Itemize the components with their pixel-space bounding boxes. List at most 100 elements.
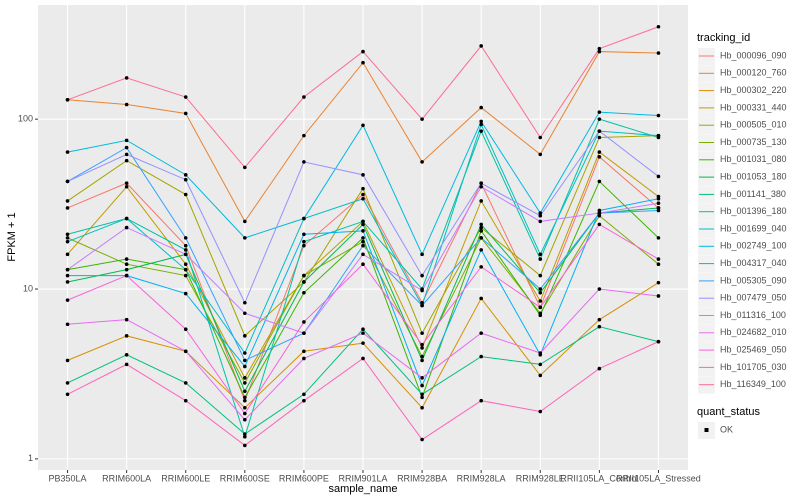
- point: [361, 219, 365, 224]
- point: [656, 257, 661, 261]
- legend-shape: [704, 428, 709, 432]
- point: [538, 211, 543, 215]
- point: [243, 364, 247, 369]
- point: [597, 208, 602, 213]
- point: [243, 351, 247, 355]
- point: [656, 262, 661, 266]
- point: [479, 119, 483, 124]
- point: [183, 248, 188, 252]
- y-tick-label: 100: [18, 114, 33, 124]
- point: [538, 351, 543, 355]
- legend-label: Hb_000302_220: [720, 85, 787, 95]
- point: [361, 192, 365, 197]
- point: [656, 339, 661, 344]
- point: [538, 287, 543, 291]
- point: [656, 236, 661, 240]
- point: [479, 248, 483, 252]
- point: [538, 257, 543, 261]
- point: [302, 273, 306, 278]
- point: [420, 300, 424, 305]
- legend-label: Hb_000505_010: [720, 120, 787, 130]
- point: [302, 349, 306, 354]
- point: [124, 334, 129, 338]
- point: [479, 199, 483, 203]
- legend-label: Hb_101705_030: [720, 362, 787, 372]
- point: [420, 358, 424, 363]
- point: [479, 354, 483, 359]
- y-axis-title: FPKM + 1: [6, 212, 18, 261]
- point: [538, 373, 543, 378]
- point: [597, 222, 602, 227]
- point: [597, 366, 602, 371]
- point: [243, 434, 247, 439]
- point: [420, 331, 424, 335]
- point: [65, 150, 70, 154]
- point: [361, 243, 365, 248]
- point: [183, 243, 188, 248]
- point: [538, 305, 543, 310]
- point: [361, 196, 365, 201]
- point: [243, 165, 247, 170]
- point: [479, 331, 483, 335]
- point: [183, 273, 188, 278]
- point: [183, 327, 188, 332]
- point: [243, 411, 247, 416]
- point: [65, 236, 70, 240]
- point: [65, 381, 70, 385]
- legend-label: Hb_001396_180: [720, 206, 787, 216]
- point: [656, 51, 661, 55]
- point: [302, 239, 306, 244]
- point: [656, 174, 661, 179]
- x-tick-label: RRII105LA_Stressed: [616, 473, 701, 483]
- legend-title: tracking_id: [697, 32, 750, 44]
- point: [420, 405, 424, 410]
- point: [65, 280, 70, 284]
- point: [420, 392, 424, 397]
- point: [420, 395, 424, 400]
- point: [656, 294, 661, 298]
- point: [302, 331, 306, 335]
- point: [124, 181, 129, 185]
- point: [183, 177, 188, 182]
- legend-label: Hb_000735_130: [720, 137, 787, 147]
- point: [420, 376, 424, 380]
- point: [243, 432, 247, 436]
- point: [302, 232, 306, 237]
- shape-legend-title: quant_status: [697, 406, 760, 418]
- point: [361, 229, 365, 233]
- point: [183, 236, 188, 240]
- x-tick-label: RRIM600LE: [161, 473, 210, 483]
- point: [302, 392, 306, 397]
- legend-label: Hb_001031_080: [720, 154, 787, 164]
- point: [124, 216, 129, 221]
- point: [479, 229, 483, 233]
- point: [302, 95, 306, 99]
- point: [243, 300, 247, 305]
- point: [479, 236, 483, 240]
- point: [124, 317, 129, 322]
- point: [124, 138, 129, 143]
- point: [124, 102, 129, 107]
- legend-label: Hb_004317_040: [720, 258, 787, 268]
- x-tick-label: RRIM600LA: [102, 473, 151, 483]
- point: [124, 225, 129, 230]
- point: [361, 341, 365, 345]
- legend-label: Hb_001141_380: [720, 189, 786, 199]
- point: [124, 262, 129, 266]
- point: [597, 213, 602, 218]
- point: [124, 352, 129, 357]
- point: [124, 257, 129, 261]
- point: [538, 409, 543, 414]
- point: [243, 398, 247, 403]
- point: [597, 150, 602, 154]
- point: [479, 181, 483, 185]
- legend-label: Hb_001699_040: [720, 223, 787, 233]
- point: [597, 317, 602, 322]
- y-tick-label: 10: [23, 283, 33, 293]
- point: [361, 123, 365, 128]
- point: [538, 273, 543, 278]
- point: [65, 358, 70, 363]
- point: [538, 213, 543, 218]
- point: [420, 117, 424, 121]
